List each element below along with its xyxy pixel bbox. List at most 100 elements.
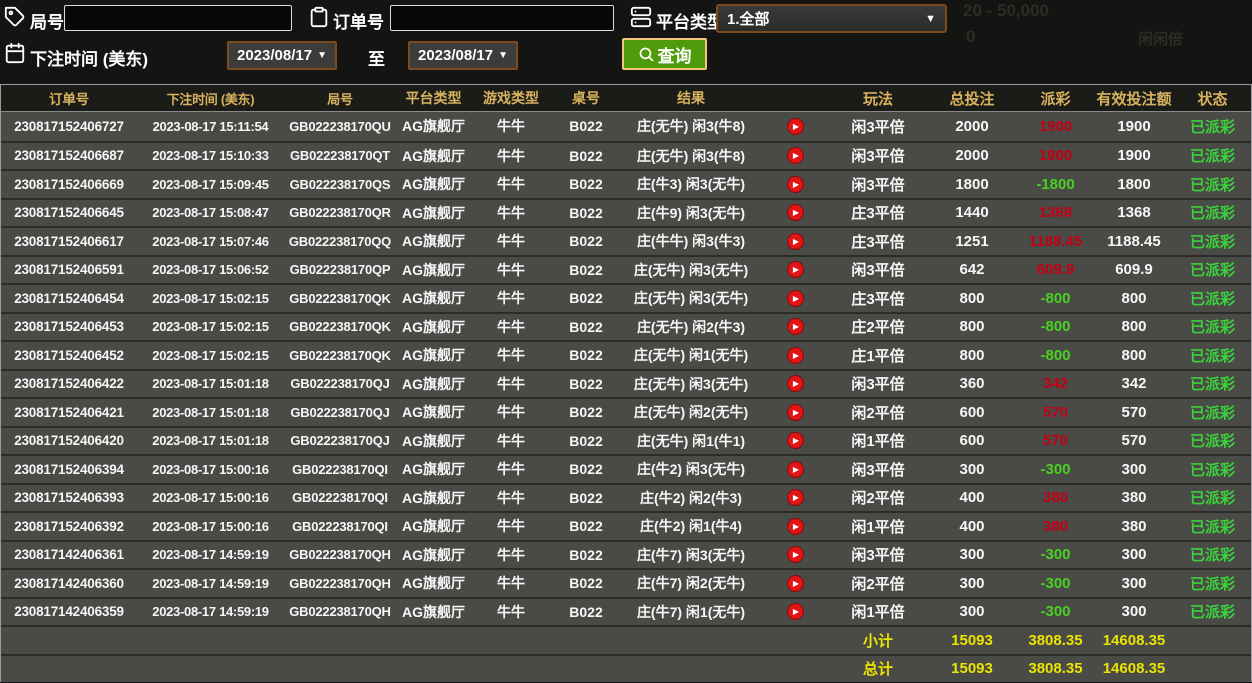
cell-time: 2023-08-17 15:02:15 <box>152 290 269 306</box>
cell-time: 2023-08-17 15:09:45 <box>152 176 269 192</box>
calendar-icon <box>4 42 26 64</box>
cell-total_bet: 300 <box>959 603 985 621</box>
replay-button[interactable]: ▶ <box>786 603 804 621</box>
cell-round: GB022238170QK <box>289 319 391 335</box>
replay-button[interactable]: ▶ <box>786 175 804 193</box>
date-to-picker[interactable]: 2023/08/17 ▼ <box>408 41 518 70</box>
cell-platform: AG旗舰厅 <box>402 575 465 592</box>
cell-status: 已派彩 <box>1189 547 1235 565</box>
replay-button[interactable]: ▶ <box>786 289 804 307</box>
cell-order: 230817152406394 <box>14 461 124 477</box>
cell-table_no: B022 <box>569 233 603 250</box>
replay-button[interactable]: ▶ <box>786 375 804 393</box>
table-row: 230817152406687 2023-08-17 15:10:33 GB0222… <box>1 140 1251 169</box>
order-number-input[interactable] <box>390 5 614 31</box>
subtotal-payout: 3808.35 <box>1028 631 1083 649</box>
replay-button[interactable]: ▶ <box>786 403 804 421</box>
table-row: 230817152406727 2023-08-17 15:11:54 GB0222… <box>1 112 1251 141</box>
column-header-round: 局号 <box>327 91 353 107</box>
cell-payout: -300 <box>1040 603 1071 621</box>
cell-valid_bet: 800 <box>1121 318 1147 336</box>
cell-result: 庄(牛3) 闲3(无牛) <box>636 176 746 193</box>
cell-platform: AG旗舰厅 <box>402 147 465 164</box>
cell-round: GB022238170QJ <box>290 376 390 392</box>
cell-play: ▶ <box>761 513 829 540</box>
cell-table_no: B022 <box>569 290 603 307</box>
cell-table_no: B022 <box>569 318 603 335</box>
cell-round: GB022238170QK <box>289 347 391 363</box>
replay-button[interactable]: ▶ <box>786 517 804 535</box>
column-header-play_type: 玩法 <box>862 90 893 108</box>
table-row: 230817152406452 2023-08-17 15:02:15 GB0222… <box>1 340 1251 369</box>
cell-status: 已派彩 <box>1189 205 1235 223</box>
cell-table_no: B022 <box>569 546 603 563</box>
round-number-input[interactable] <box>64 5 292 31</box>
column-header-result: 结果 <box>677 90 705 106</box>
subtotal-valid_bet: 14608.35 <box>1102 631 1166 649</box>
cell-result: 庄(牛2) 闲1(牛4) <box>640 518 742 535</box>
cell-valid_bet: 300 <box>1121 603 1147 621</box>
cell-payout: 380 <box>1042 489 1069 507</box>
cell-play_type: 闲2平倍 <box>851 404 905 422</box>
replay-button[interactable]: ▶ <box>786 318 804 336</box>
replay-button[interactable]: ▶ <box>786 432 804 450</box>
replay-button[interactable]: ▶ <box>786 574 804 592</box>
cell-time: 2023-08-17 15:08:47 <box>152 205 269 221</box>
replay-button[interactable]: ▶ <box>786 546 804 564</box>
replay-button[interactable]: ▶ <box>786 204 804 222</box>
date-from-picker[interactable]: 2023/08/17 ▼ <box>227 41 337 70</box>
cell-result: 庄(牛2) 闲2(牛3) <box>640 489 742 506</box>
clipboard-icon <box>308 6 330 28</box>
chevron-down-icon: ▼ <box>925 12 936 25</box>
cell-play_type: 闲3平倍 <box>851 118 905 136</box>
cell-payout: 1900 <box>1038 147 1073 165</box>
platform-type-select[interactable]: 1.全部 ▼ <box>716 4 947 33</box>
cell-valid_bet: 800 <box>1121 289 1147 307</box>
cell-order: 230817152406454 <box>14 290 124 306</box>
search-icon <box>639 47 653 61</box>
table-row: 230817142406361 2023-08-17 14:59:19 GB0222… <box>1 539 1251 568</box>
subtotal-total_bet: 15093 <box>951 631 993 649</box>
cell-play_type: 庄3平倍 <box>851 290 905 308</box>
replay-button[interactable]: ▶ <box>786 147 804 165</box>
cell-game: 牛牛 <box>497 375 525 392</box>
cell-game: 牛牛 <box>497 147 525 164</box>
cell-payout: 609.9 <box>1036 261 1075 279</box>
cell-time: 2023-08-17 14:59:19 <box>152 575 269 591</box>
cell-play_type: 闲3平倍 <box>851 376 905 394</box>
cell-order: 230817152406669 <box>14 176 124 192</box>
cell-round: GB022238170QS <box>289 176 391 192</box>
cell-round: GB022238170QH <box>289 547 391 563</box>
cell-payout: -300 <box>1040 574 1071 592</box>
cell-status: 已派彩 <box>1189 376 1235 394</box>
replay-button[interactable]: ▶ <box>786 232 804 250</box>
column-header-total_bet: 总投注 <box>949 90 995 108</box>
cell-round: GB022238170QI <box>292 461 388 477</box>
cell-result: 庄(牛7) 闲3(无牛) <box>636 546 746 563</box>
cell-platform: AG旗舰厅 <box>402 176 465 193</box>
cell-valid_bet: 1800 <box>1117 175 1151 193</box>
chevron-down-icon: ▼ <box>317 50 327 61</box>
cell-payout: 342 <box>1042 375 1069 393</box>
cell-total_bet: 2000 <box>955 147 989 165</box>
cell-time: 2023-08-17 15:00:16 <box>152 518 269 534</box>
cell-result: 庄(牛牛) 闲3(牛3) <box>636 233 746 250</box>
replay-button[interactable]: ▶ <box>786 346 804 364</box>
cell-payout: 570 <box>1042 403 1069 421</box>
replay-button[interactable]: ▶ <box>786 489 804 507</box>
cell-table_no: B022 <box>569 261 603 278</box>
replay-button[interactable]: ▶ <box>786 460 804 478</box>
cell-game: 牛牛 <box>497 489 525 506</box>
cell-platform: AG旗舰厅 <box>402 375 465 392</box>
replay-button[interactable]: ▶ <box>786 261 804 279</box>
replay-button[interactable]: ▶ <box>786 117 804 135</box>
cell-play: ▶ <box>761 456 829 483</box>
cell-platform: AG旗舰厅 <box>402 603 465 620</box>
cell-table_no: B022 <box>569 603 603 620</box>
cell-play_type: 闲3平倍 <box>851 262 905 280</box>
cell-table_no: B022 <box>569 432 603 449</box>
column-header-payout: 派彩 <box>1040 90 1071 108</box>
round-number-label: 局号 <box>30 13 64 32</box>
search-button[interactable]: 查询 <box>622 38 707 70</box>
cell-table_no: B022 <box>569 176 603 193</box>
